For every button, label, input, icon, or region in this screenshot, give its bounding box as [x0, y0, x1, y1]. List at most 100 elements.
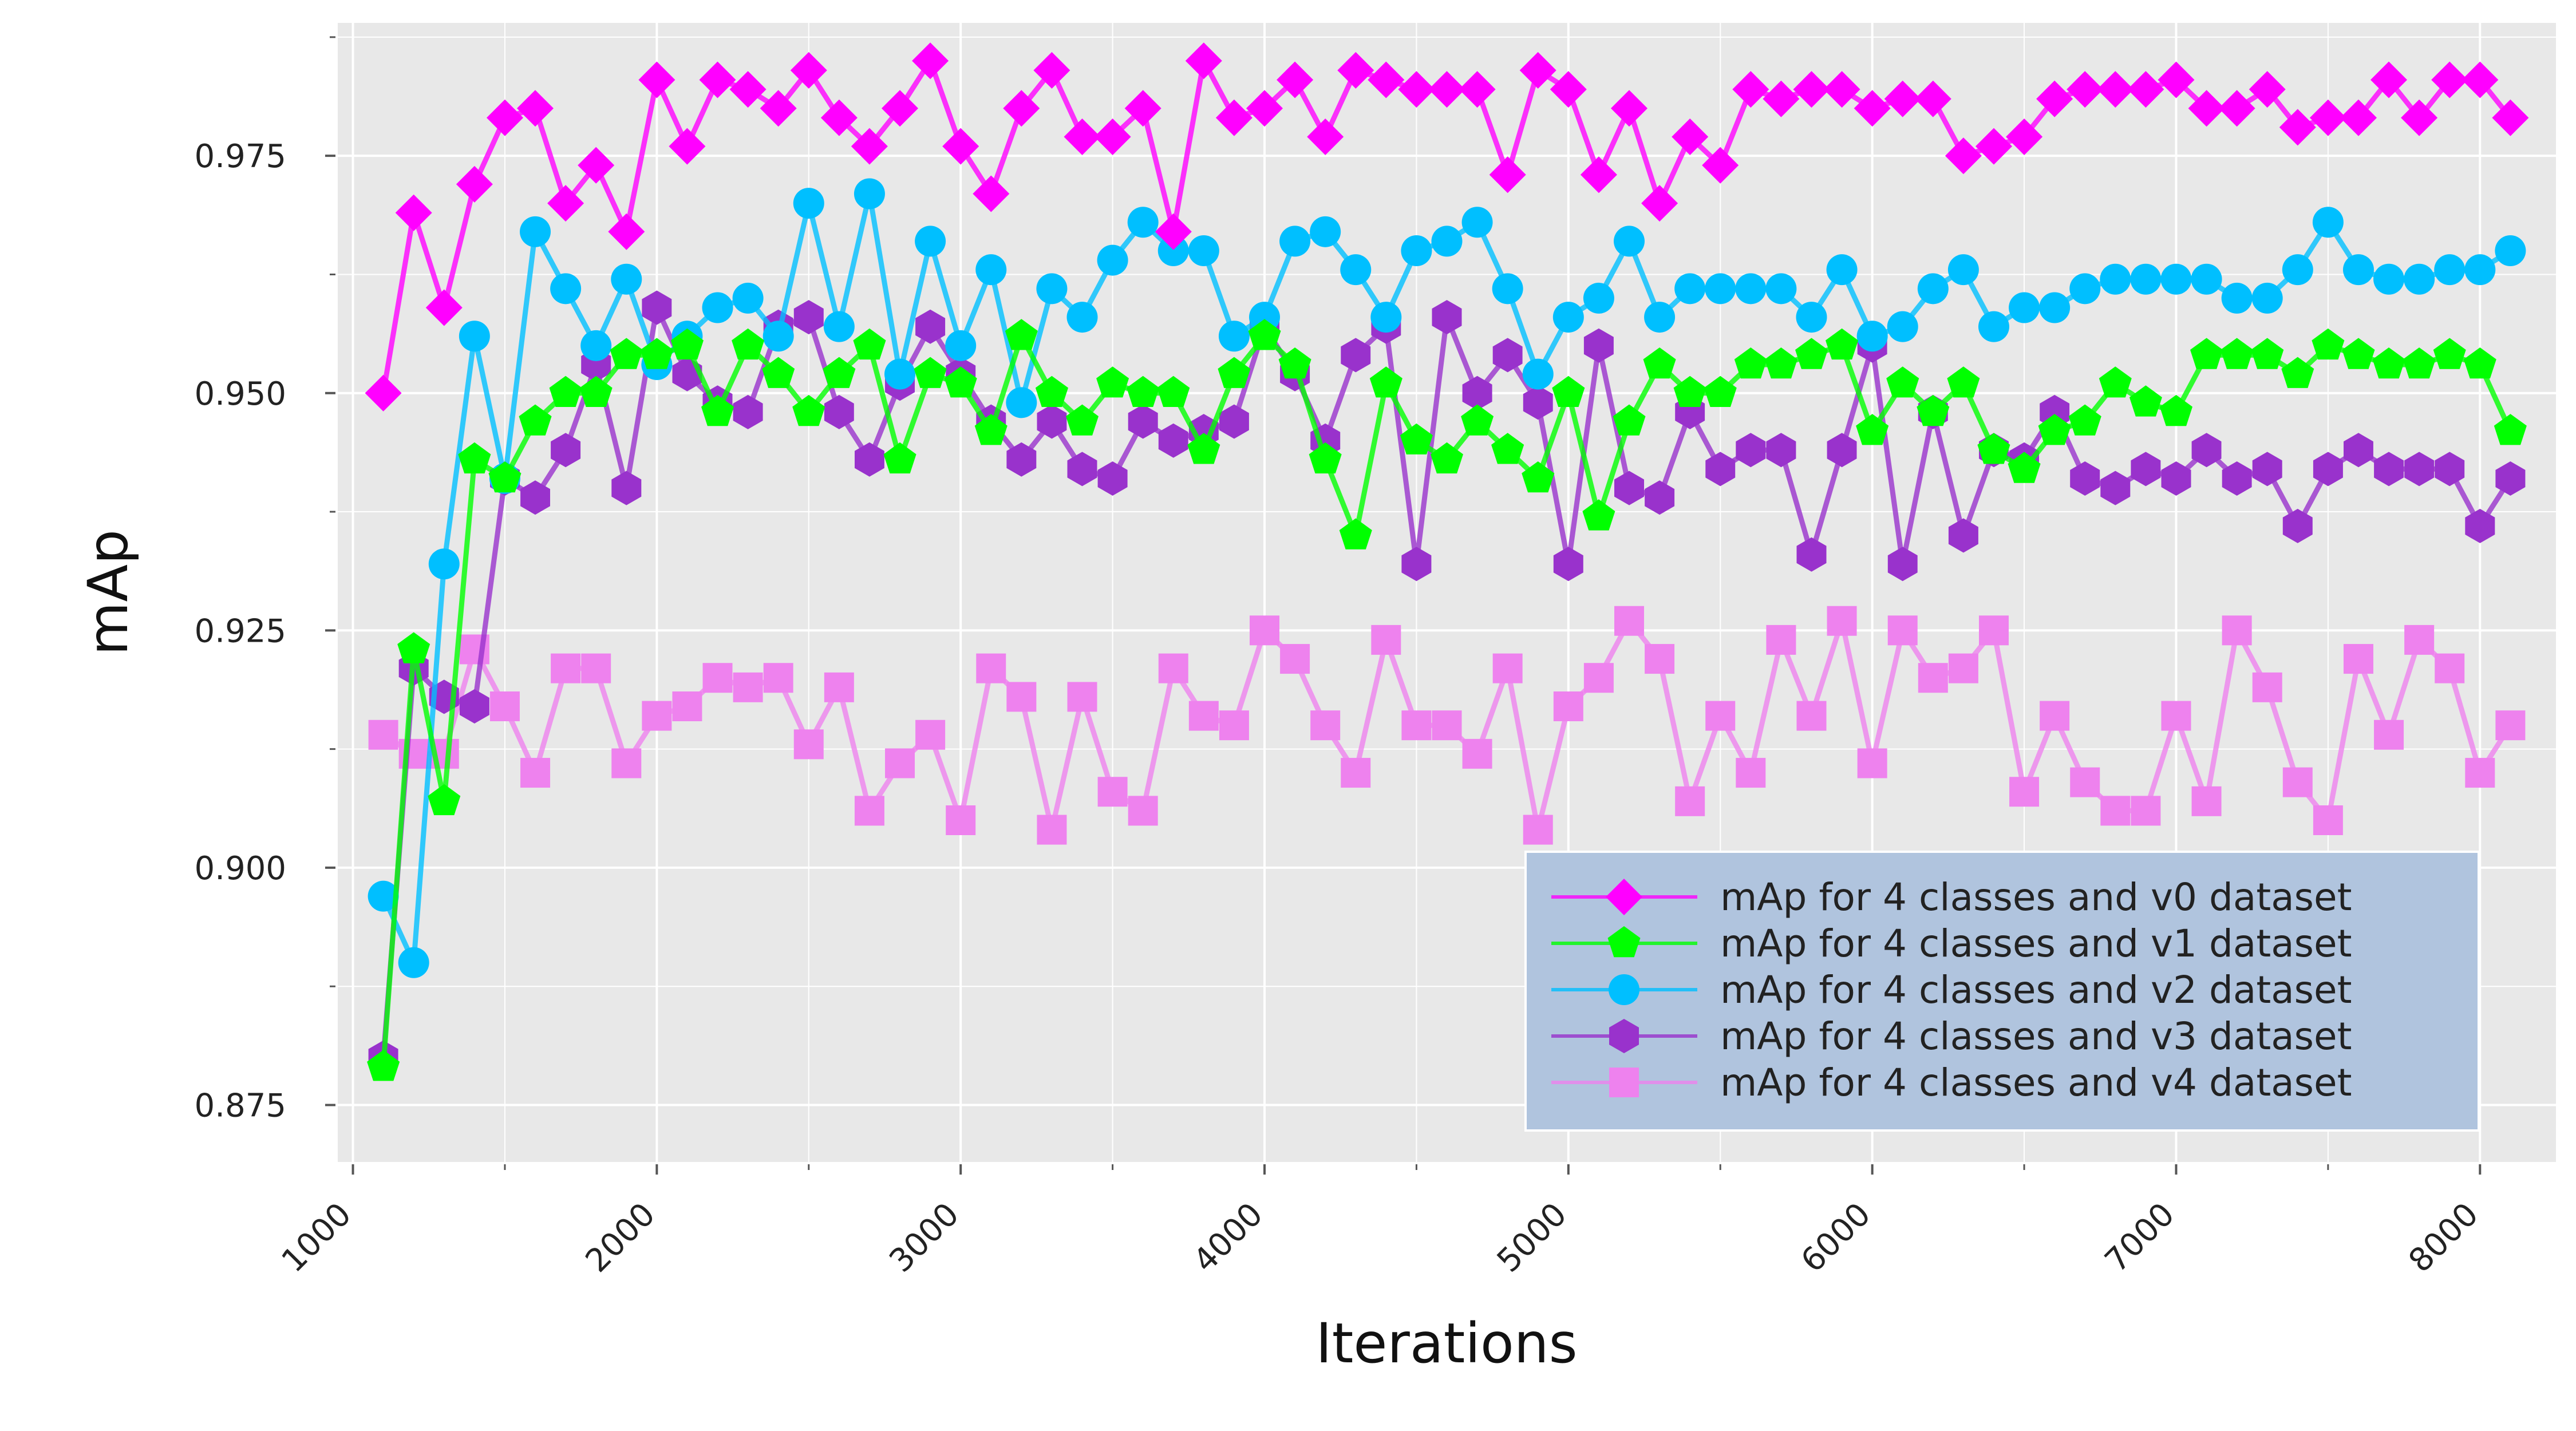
data-point	[1522, 358, 1554, 390]
data-point	[1187, 433, 1220, 464]
data-point	[1643, 347, 1676, 379]
data-point	[1492, 653, 1523, 683]
data-point	[854, 178, 885, 209]
data-point	[2404, 263, 2435, 295]
data-point	[2188, 90, 2225, 127]
data-point	[2221, 338, 2254, 369]
data-point	[976, 653, 1006, 683]
data-point	[1280, 644, 1310, 674]
series-2	[368, 178, 2526, 978]
data-point	[853, 328, 886, 360]
data-point	[2279, 109, 2316, 146]
data-point	[1948, 653, 1978, 683]
data-point	[1339, 518, 1372, 550]
data-point	[915, 720, 946, 750]
data-point	[2218, 90, 2255, 127]
data-point	[2401, 99, 2438, 136]
data-point	[2312, 328, 2345, 360]
data-point	[1310, 710, 1341, 741]
data-point	[729, 71, 767, 108]
data-point	[519, 404, 552, 436]
data-point	[1462, 375, 1492, 410]
data-point	[944, 366, 977, 398]
data-point	[1977, 433, 2010, 464]
data-point	[580, 330, 612, 361]
data-point	[670, 328, 704, 360]
data-point	[1309, 442, 1342, 474]
data-point	[1672, 118, 1709, 155]
data-point	[2249, 71, 2286, 108]
data-point	[1094, 118, 1131, 155]
data-point	[551, 433, 581, 468]
data-point	[2191, 263, 2222, 295]
data-point	[2190, 338, 2223, 369]
data-point	[2070, 767, 2100, 797]
data-point	[1157, 235, 1189, 266]
data-point	[1735, 273, 1767, 305]
data-point	[608, 213, 645, 250]
data-point	[2161, 461, 2191, 496]
data-point	[1796, 537, 1827, 572]
data-point	[2099, 366, 2132, 398]
data-point	[792, 394, 825, 426]
data-point	[611, 263, 642, 295]
y-axis-title: mAp	[76, 529, 140, 655]
data-point	[702, 663, 733, 693]
data-point	[1006, 442, 1037, 477]
data-point	[1978, 311, 2009, 342]
data-point	[640, 338, 673, 369]
data-point	[611, 748, 642, 778]
x-tick-label: 1000	[275, 1196, 359, 1280]
data-point	[2009, 777, 2040, 807]
data-point	[2373, 263, 2405, 295]
data-point	[2008, 452, 2041, 483]
data-point	[1279, 226, 1311, 257]
data-point	[1978, 615, 2009, 646]
data-point	[397, 632, 430, 663]
data-point	[1188, 701, 1219, 731]
data-point	[2191, 433, 2222, 468]
data-point	[793, 188, 824, 219]
data-point	[884, 358, 916, 390]
data-point	[1310, 216, 1341, 247]
data-point	[395, 194, 432, 231]
data-point	[1401, 547, 1432, 582]
data-point	[1675, 786, 1705, 816]
data-point	[1854, 90, 1891, 127]
data-point	[2129, 385, 2162, 417]
data-point	[1155, 213, 1192, 250]
y-tick-label: 0.975	[195, 138, 286, 175]
data-point	[1401, 235, 1432, 266]
data-point	[1246, 90, 1283, 127]
data-point	[1124, 90, 1161, 127]
data-point	[1856, 321, 1888, 352]
data-point	[2040, 701, 2070, 731]
data-point	[1734, 347, 1767, 379]
data-point	[1158, 653, 1188, 683]
data-point	[550, 273, 582, 305]
data-point	[855, 442, 884, 477]
data-point	[1035, 375, 1068, 407]
data-point	[2281, 357, 2314, 388]
data-point	[1006, 682, 1037, 712]
data-point	[1127, 375, 1160, 407]
series-4	[368, 606, 2526, 845]
data-point	[762, 357, 795, 388]
data-point	[1887, 311, 1918, 342]
data-point	[1673, 375, 1706, 407]
x-tick-label: 8000	[2401, 1196, 2486, 1280]
data-point	[885, 748, 915, 778]
data-point	[1037, 404, 1067, 439]
data-point	[1766, 624, 1796, 655]
data-point	[368, 720, 398, 750]
data-point	[2127, 71, 2164, 108]
data-point	[425, 289, 463, 326]
data-point	[1461, 207, 1493, 238]
data-point	[1614, 606, 1644, 636]
legend-label: mAp for 4 classes and v3 dataset	[1720, 1014, 2352, 1058]
data-point	[2221, 282, 2253, 314]
x-tick-label: 3000	[882, 1196, 966, 1280]
data-point	[1033, 52, 1070, 89]
data-point	[1003, 90, 1040, 127]
